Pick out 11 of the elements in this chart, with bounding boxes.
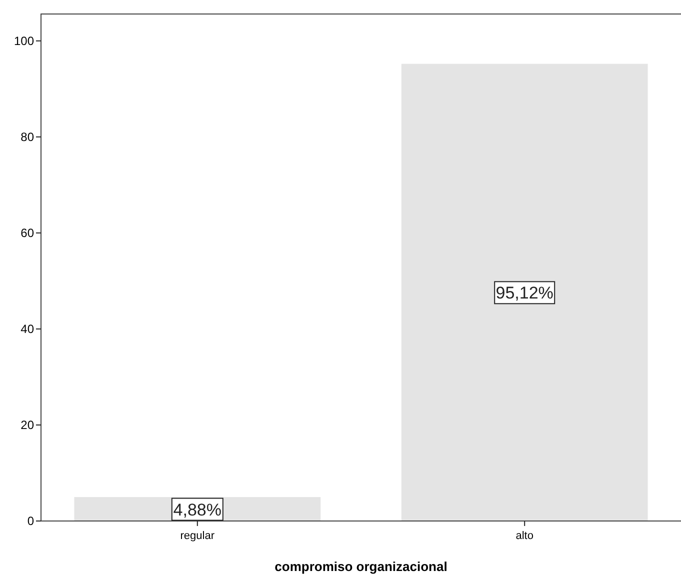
y-tick-label: 80	[20, 130, 34, 144]
y-tick-label: 0	[27, 514, 34, 528]
data-label: 4,88%	[173, 500, 222, 520]
y-tick-label: 40	[20, 322, 34, 336]
y-tick-label: 60	[20, 226, 34, 240]
y-tick-label: 100	[14, 34, 34, 48]
x-tick-label: alto	[516, 530, 534, 542]
x-tick-label: regular	[180, 530, 215, 542]
data-label: 95,12%	[496, 284, 554, 303]
x-axis-title: compromiso organizacional	[274, 559, 448, 574]
y-tick-label: 20	[20, 418, 34, 432]
